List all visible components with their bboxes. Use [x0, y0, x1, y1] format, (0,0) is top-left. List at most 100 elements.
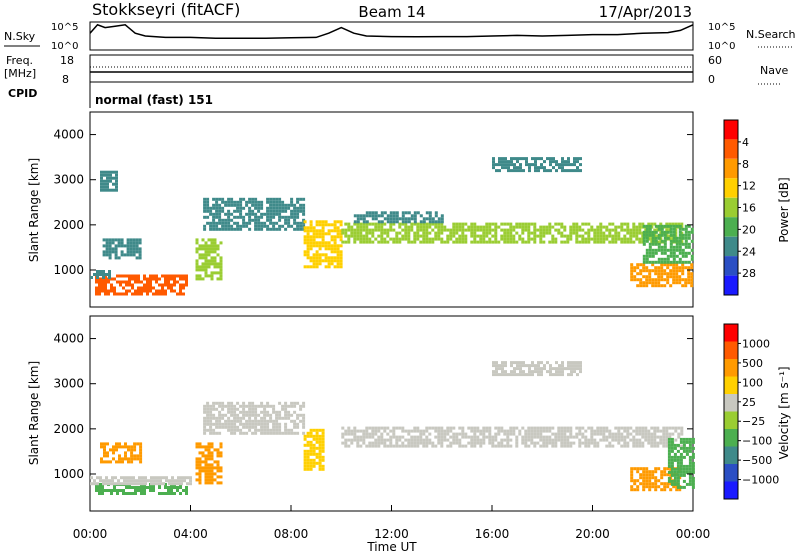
power-panel-cell — [440, 214, 444, 218]
power-panel-cell — [561, 160, 564, 164]
velocity-panel-cell — [641, 432, 645, 436]
power-panel-cell — [110, 286, 113, 290]
power-panel-cell — [681, 269, 685, 273]
power-panel-cell — [437, 222, 441, 226]
velocity-panel-cell — [458, 444, 462, 448]
velocity-panel-cell — [203, 422, 207, 426]
power-panel-cell — [632, 222, 636, 226]
power-panel-cell — [216, 265, 220, 269]
velocity-panel-cell — [210, 472, 214, 476]
power-panel-cell — [524, 222, 528, 226]
power-panel-cell — [327, 232, 331, 236]
velocity-panel-cell — [647, 438, 651, 442]
velocity-panel-cell — [587, 441, 591, 445]
velocity-panel-cell — [132, 479, 135, 483]
velocity-panel-cell — [118, 460, 121, 464]
power-panel-cell — [374, 211, 378, 215]
velocity-panel-cell — [170, 486, 173, 489]
power-panel-cell — [539, 234, 543, 238]
velocity-panel-cell — [263, 413, 267, 417]
velocity-panel-cell — [209, 413, 213, 417]
velocity-panel-cell — [98, 492, 101, 495]
power-panel-cell — [395, 217, 399, 221]
velocity-panel-cell — [134, 486, 137, 489]
power-panel-cell — [198, 253, 202, 257]
velocity-panel-cell — [167, 489, 170, 492]
velocity-panel-cell — [584, 429, 588, 433]
power-panel-cell — [617, 225, 621, 229]
power-panel-cell — [129, 238, 133, 242]
power-panel-cell — [336, 226, 340, 230]
power-panel-cell — [380, 211, 384, 215]
power-panel-cell — [114, 253, 118, 257]
velocity-panel-cell — [691, 479, 695, 483]
velocity-panel-cell — [422, 429, 426, 433]
velocity-panel-cell — [209, 407, 213, 411]
power-panel-cell — [336, 262, 340, 266]
power-panel-cell — [210, 271, 214, 275]
power-panel-cell — [419, 225, 423, 229]
velocity-panel-cell — [560, 444, 564, 448]
velocity-panel-cell — [461, 432, 465, 436]
power-panel-cell — [129, 241, 133, 245]
power-panel-cell — [356, 231, 360, 235]
velocity-panel-cell — [413, 441, 417, 445]
power-panel-cell — [266, 212, 270, 216]
velocity-panel-cell — [198, 481, 202, 485]
velocity-panel-cell — [662, 429, 666, 433]
velocity-panel-cell — [680, 444, 684, 448]
velocity-panel-cell — [679, 461, 683, 465]
power-panel-cell — [684, 284, 688, 288]
power-panel-cell — [596, 231, 600, 235]
power-panel-cell — [98, 289, 101, 293]
power-panel-cell — [572, 225, 576, 229]
power-panel-cell — [302, 212, 306, 216]
velocity-panel-cell — [129, 479, 132, 483]
velocity-panel-cell — [467, 426, 471, 430]
power-panel-cell — [528, 166, 531, 170]
power-panel-cell — [672, 257, 676, 261]
power-panel-cell — [485, 234, 489, 238]
power-panel-cell — [95, 286, 98, 290]
power-panel-cell — [380, 220, 384, 224]
velocity-panel-cell — [557, 429, 561, 433]
velocity-panel-cell — [688, 443, 692, 447]
velocity-panel-cell — [165, 479, 168, 483]
velocity-panel-cell — [626, 441, 630, 445]
velocity-panel-cell — [404, 444, 408, 448]
power-panel-cell — [660, 263, 664, 267]
velocity-panel-cell — [195, 472, 199, 476]
colorbar-swatch — [724, 429, 738, 447]
velocity-panel-cell — [170, 489, 173, 492]
power-panel-cell — [102, 238, 106, 242]
velocity-panel-cell — [284, 422, 288, 426]
power-panel-cell — [648, 227, 652, 231]
power-panel-cell — [630, 278, 634, 282]
power-panel-cell — [257, 218, 261, 222]
velocity-panel-cell — [543, 367, 546, 371]
velocity-panel-cell — [633, 467, 637, 471]
velocity-panel-cell — [673, 443, 677, 447]
power-panel-cell — [608, 228, 612, 232]
power-panel-cell — [134, 289, 137, 293]
velocity-panel-cell — [290, 428, 294, 432]
power-panel-cell — [558, 166, 561, 170]
power-panel-cell — [239, 212, 243, 216]
velocity-panel-cell — [629, 426, 633, 430]
velocity-panel-cell — [561, 364, 564, 368]
power-panel-cell — [642, 284, 646, 288]
velocity-panel-cell — [254, 425, 258, 429]
power-panel-cell — [672, 278, 676, 282]
power-panel-cell — [509, 231, 513, 235]
power-panel-cell — [123, 244, 127, 248]
power-panel-cell — [115, 170, 118, 174]
power-panel-cell — [645, 224, 649, 228]
power-panel-cell — [542, 228, 546, 232]
power-panel-cell — [164, 274, 167, 278]
velocity-panel-cell — [293, 425, 297, 429]
velocity-panel-cell — [533, 435, 537, 439]
power-panel-cell — [318, 259, 322, 263]
power-panel-cell — [239, 200, 243, 204]
power-panel-cell — [479, 234, 483, 238]
velocity-panel-cell — [443, 429, 447, 433]
